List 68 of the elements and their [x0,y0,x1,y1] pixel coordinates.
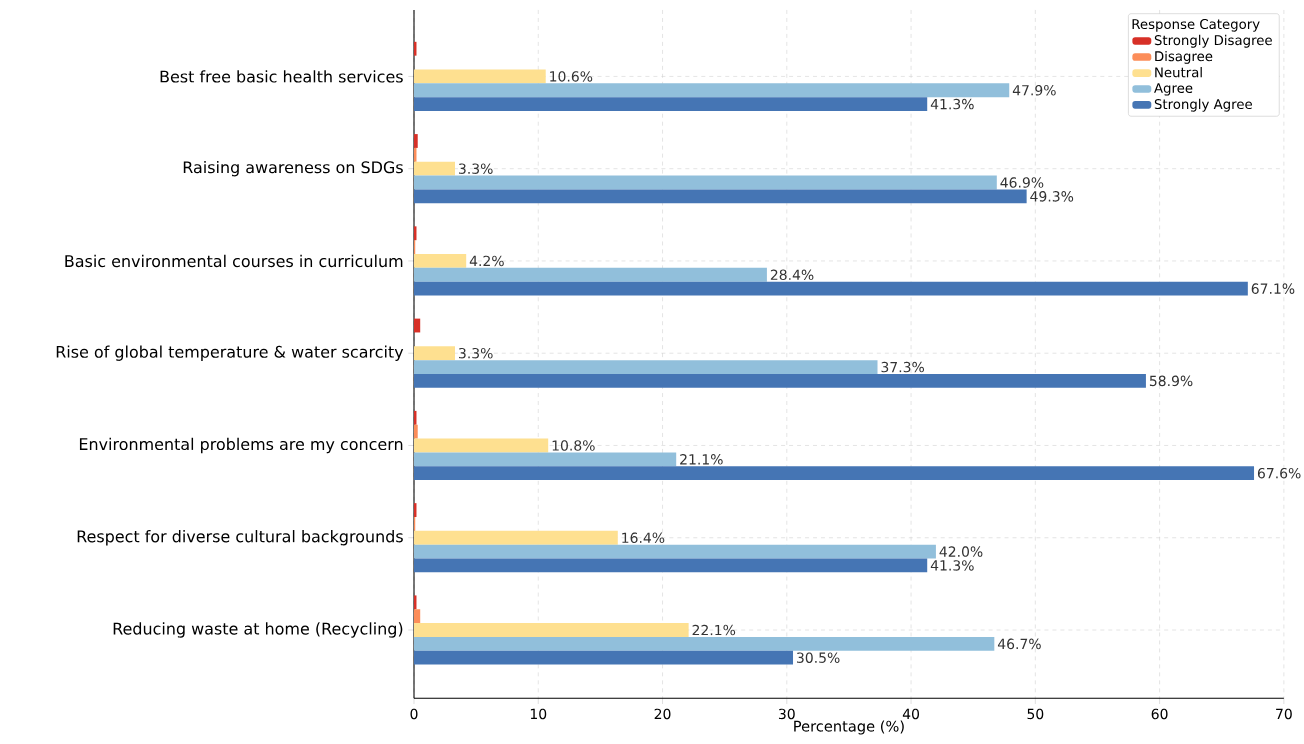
bar [414,424,418,439]
y-tick-label: Reducing waste at home (Recycling) [113,622,403,638]
bar [414,360,878,374]
data-label: 3.3% [459,347,493,359]
x-tick-label: 10 [530,708,547,720]
x-tick-label: 30 [778,708,795,720]
bar [414,69,546,84]
bar [414,175,997,190]
bar [414,636,995,651]
bar [414,466,1255,480]
data-label: 28.4% [770,269,814,280]
data-label: 16.4% [622,532,665,543]
y-tick-label: Environmental problems are my concern [79,437,403,454]
y-tick-label: Basic environmental courses in curriculum [65,254,403,268]
bar [414,452,677,467]
y-tick-label: Best free basic health services [160,70,403,83]
y-tick-label: Respect for diverse cultural backgrounds [77,529,403,546]
data-label: 49.3% [1030,191,1074,202]
x-tick-label: 50 [1027,708,1044,720]
x-axis-title: Percentage (%) [794,720,904,735]
bar [414,530,618,545]
data-label: 42.0% [939,546,983,557]
bar [414,267,767,282]
legend-label: Agree [1154,83,1193,96]
y-tick-label: Raising awareness on SDGs [183,160,403,177]
legend-label: Neutral [1155,66,1202,78]
bar [414,281,1248,296]
legend-title: Response Category [1132,18,1260,32]
data-label: 67.6% [1257,467,1301,479]
data-label: 4.2% [469,255,504,267]
bar [414,623,689,637]
data-label: 22.1% [692,624,736,636]
legend-label: Strongly Disagree [1154,34,1272,48]
data-label: 47.9% [1012,84,1056,96]
data-label: 58.9% [1149,375,1193,387]
x-tick-label: 70 [1276,708,1292,720]
legend-label: Strongly Agree [1154,98,1252,112]
data-label: 46.9% [1000,177,1044,188]
data-label: 67.1% [1251,283,1295,294]
bar [414,609,421,624]
bar [414,189,1027,204]
bar [414,161,456,176]
bar [414,318,421,333]
bar [414,438,549,453]
bar [414,558,928,573]
data-label: 41.3% [930,98,974,110]
x-tick-label: 40 [902,708,920,720]
data-label: 10.8% [552,440,595,451]
bar [414,253,467,268]
bar [414,134,418,148]
bar [414,97,928,111]
bar [414,544,936,559]
bar [414,373,1146,388]
bar [414,650,794,665]
x-tick-label: 20 [654,708,671,720]
data-label: 10.6% [550,71,593,82]
bar [414,346,456,361]
x-tick-label: 60 [1151,708,1168,720]
data-label: 37.3% [881,361,925,373]
legend-label: Disagree [1155,50,1213,64]
data-label: 46.7% [997,638,1041,650]
data-label: 21.1% [680,453,723,465]
y-tick-label: Rise of global temperature & water scarcity [56,345,404,361]
data-label: 3.3% [459,163,493,174]
x-tick-label: 0 [410,708,418,720]
data-label: 41.3% [930,560,974,571]
data-label: 30.5% [797,652,840,663]
bar [414,83,1010,98]
